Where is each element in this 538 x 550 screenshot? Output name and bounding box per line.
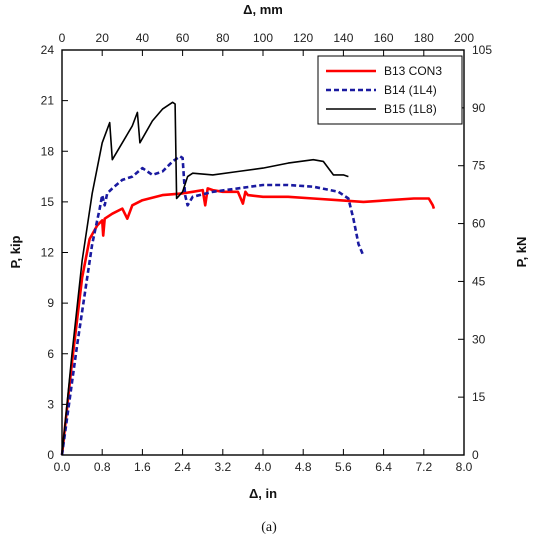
y2-tick-label: 30 <box>472 332 486 346</box>
x-tick-label: 2.4 <box>174 460 191 474</box>
figure-caption: (a) <box>261 520 277 535</box>
y2-tick-label: 45 <box>472 274 486 288</box>
x2-tick-label: 140 <box>333 31 353 45</box>
y-tick-label: 9 <box>47 296 54 310</box>
series-line-b15-1l8 <box>61 101 349 456</box>
x-tick-label: 1.6 <box>134 460 151 474</box>
y2-tick-label: 90 <box>472 101 486 115</box>
series-line-b13-con3 <box>60 187 436 456</box>
x-tick-label: 0.0 <box>54 460 71 474</box>
legend-label-b14: B14 (1L4) <box>384 83 437 97</box>
chart: 0.0 0.8 1.6 2.4 3.2 4.0 4.8 5.6 6.4 7.2 8.00 20 40 60… <box>8 2 529 501</box>
x2-tick-label: 20 <box>96 31 110 45</box>
series-line-b14-1l4 <box>60 155 365 456</box>
x-axis-title: Δ, in <box>249 486 277 501</box>
x-tick-label: 4.8 <box>295 460 312 474</box>
x-tick-label: 0.8 <box>94 460 111 474</box>
y-axis-title: P, kip <box>8 235 23 268</box>
legend: B13 CON3 B14 (1L4) B15 (1L8) <box>317 55 463 125</box>
x-tick-label: 6.4 <box>375 460 392 474</box>
y-tick-label: 12 <box>41 246 55 260</box>
x2-tick-label: 120 <box>293 31 313 45</box>
x2-tick-label: 160 <box>374 31 394 45</box>
y2-tick-label: 105 <box>472 43 492 57</box>
x-tick-label: 3.2 <box>214 460 231 474</box>
y-tick-label: 18 <box>41 144 55 158</box>
legend-label-b13: B13 CON3 <box>384 64 442 78</box>
x2-axis-title: Δ, mm <box>243 2 283 17</box>
y-tick-label: 3 <box>47 397 54 411</box>
x2-tick-label: 40 <box>136 31 150 45</box>
series-layer <box>60 101 436 456</box>
plot-frame <box>61 49 465 456</box>
y2-tick-label: 75 <box>472 159 486 173</box>
x2-tick-label: 200 <box>454 31 474 45</box>
y2-axis-title: P, kN <box>514 237 529 268</box>
y-tick-label: 21 <box>41 94 55 108</box>
x2-tick-label: 80 <box>216 31 230 45</box>
x2-tick-label: 180 <box>414 31 434 45</box>
y-tick-label: 6 <box>47 347 54 361</box>
ticks-layer: 0.0 0.8 1.6 2.4 3.2 4.0 4.8 5.6 6.4 7.2 8.00 20 40 60… <box>41 31 493 474</box>
x2-tick-label: 60 <box>176 31 190 45</box>
y-tick-label: 15 <box>41 195 55 209</box>
x2-tick-label: 100 <box>253 31 273 45</box>
y2-tick-label: 0 <box>472 448 479 462</box>
y-tick-label: 0 <box>47 448 54 462</box>
x-tick-label: 5.6 <box>335 460 352 474</box>
x2-tick-label: 0 <box>59 31 66 45</box>
x-tick-label: 4.0 <box>255 460 272 474</box>
legend-label-b15: B15 (1L8) <box>384 102 437 116</box>
y2-tick-label: 60 <box>472 217 486 231</box>
y2-tick-label: 15 <box>472 390 486 404</box>
y-tick-label: 24 <box>41 43 55 57</box>
x-tick-label: 7.2 <box>415 460 432 474</box>
x-tick-label: 8.0 <box>456 460 473 474</box>
